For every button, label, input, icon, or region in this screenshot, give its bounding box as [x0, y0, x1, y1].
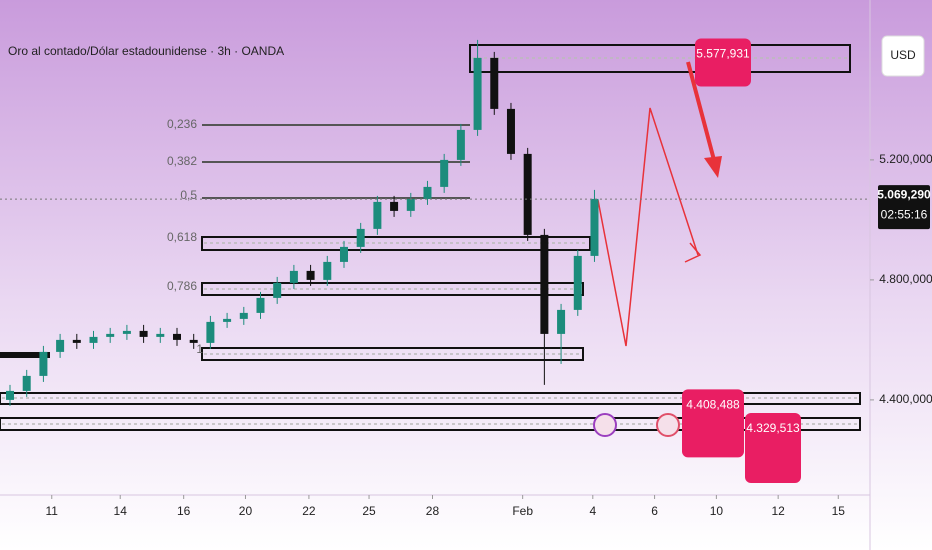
- zone-bar: [0, 352, 50, 358]
- chart-title: Oro al contado/Dólar estadounidense · 3h…: [8, 44, 284, 58]
- x-tick-label: 12: [771, 504, 785, 518]
- candle-body: [206, 321, 215, 343]
- candle-body: [22, 375, 31, 391]
- candle-body: [490, 57, 499, 109]
- y-tick-label: 4.400,000: [879, 392, 932, 406]
- candle-body: [339, 246, 348, 262]
- price-tag-box: [745, 413, 801, 484]
- price-tag-label: 4.329,513: [746, 421, 800, 435]
- candle-body: [106, 333, 115, 337]
- candle-body: [590, 198, 599, 256]
- projection-path: [597, 107, 699, 347]
- x-tick-label: 22: [302, 504, 316, 518]
- x-tick-label: 25: [362, 504, 376, 518]
- candle-body: [256, 297, 265, 313]
- candle-body: [6, 390, 15, 400]
- currency-box[interactable]: [881, 35, 925, 77]
- current-price-label: 5.069,290: [877, 187, 931, 201]
- candle-body: [139, 330, 148, 337]
- x-tick-label: 20: [239, 504, 253, 518]
- candle-body: [223, 318, 232, 322]
- zones: [0, 44, 861, 431]
- candle-body: [557, 309, 566, 334]
- zone: [201, 347, 584, 361]
- candle-body: [456, 129, 465, 160]
- x-tick-label: 15: [832, 504, 846, 518]
- candle-body: [156, 333, 165, 337]
- candle-body: [440, 159, 449, 187]
- candle-body: [89, 336, 98, 343]
- zone: [0, 392, 861, 405]
- candle-body: [189, 339, 198, 343]
- candle-body: [540, 234, 549, 334]
- x-tick-label: 14: [114, 504, 128, 518]
- zone: [0, 417, 861, 431]
- arrow-head: [684, 242, 702, 263]
- candle-body: [523, 153, 532, 235]
- fib-label: 0,236: [167, 117, 197, 131]
- candle-body: [172, 333, 181, 340]
- fib-label: 0,382: [167, 154, 197, 168]
- candle-body: [506, 108, 515, 154]
- candle-body: [56, 339, 65, 352]
- x-tick-label: 16: [177, 504, 191, 518]
- current-price-box: [878, 185, 930, 230]
- x-tick-label: 4: [589, 504, 596, 518]
- event-icon[interactable]: [593, 413, 617, 437]
- candle-body: [373, 201, 382, 229]
- fib-label: 1: [196, 342, 203, 356]
- event-icon[interactable]: [656, 413, 680, 437]
- candle-body: [406, 198, 415, 211]
- zone: [201, 236, 591, 251]
- candle-body: [423, 186, 432, 199]
- x-tick-label: 11: [46, 504, 59, 518]
- candle-body: [473, 57, 482, 130]
- fib-label: 0,786: [167, 279, 197, 293]
- price-tag-label: 4.408,488: [686, 398, 740, 412]
- arrow: [686, 61, 716, 161]
- candle-body: [356, 228, 365, 247]
- fib-label: 0,618: [167, 230, 197, 244]
- candle-body: [72, 339, 81, 343]
- x-tick-label: 10: [710, 504, 724, 518]
- x-tick-label: 6: [651, 504, 658, 518]
- candle-body: [306, 270, 315, 280]
- x-tick-label: Feb: [512, 504, 533, 518]
- candle-body: [273, 282, 282, 298]
- y-tick-label: 4.800,000: [879, 272, 932, 286]
- price-tag-box: [695, 38, 751, 87]
- currency: USD: [890, 48, 916, 62]
- y-tick-label: 5.200,000: [879, 152, 932, 166]
- candle-body: [39, 351, 48, 376]
- zone: [469, 44, 851, 73]
- candle-body: [122, 330, 131, 334]
- events: [593, 413, 680, 437]
- arrow-head: [704, 156, 722, 178]
- candle-body: [289, 270, 298, 283]
- price-tag-box: [682, 389, 744, 458]
- fib-label: 0,5: [180, 188, 197, 202]
- countdown: 02:55:16: [881, 207, 928, 221]
- projection: [597, 61, 722, 347]
- candle-body: [390, 201, 399, 211]
- x-tick-label: 28: [426, 504, 440, 518]
- zone: [201, 282, 584, 296]
- candle-body: [323, 261, 332, 280]
- candle-body: [573, 255, 582, 310]
- candle-body: [239, 312, 248, 319]
- price-tag-label: 5.577,931: [696, 47, 750, 61]
